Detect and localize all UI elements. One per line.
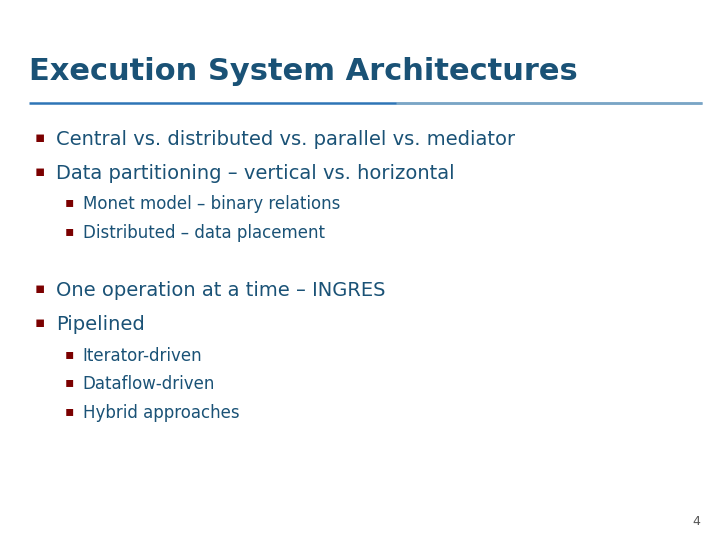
Text: Execution System Architectures: Execution System Architectures (29, 57, 577, 86)
Text: Hybrid approaches: Hybrid approaches (83, 404, 240, 422)
Text: ▪: ▪ (65, 224, 74, 238)
Text: ▪: ▪ (35, 315, 45, 330)
Text: Iterator-driven: Iterator-driven (83, 347, 202, 364)
Text: Data partitioning – vertical vs. horizontal: Data partitioning – vertical vs. horizon… (56, 164, 455, 183)
Text: ▪: ▪ (35, 164, 45, 179)
Text: ▪: ▪ (35, 281, 45, 296)
Text: ▪: ▪ (65, 347, 74, 361)
Text: Pipelined: Pipelined (56, 315, 145, 334)
Text: Monet model – binary relations: Monet model – binary relations (83, 195, 340, 213)
Text: ▪: ▪ (65, 375, 74, 389)
Text: ▪: ▪ (65, 195, 74, 210)
Text: Dataflow-driven: Dataflow-driven (83, 375, 215, 393)
Text: 4: 4 (692, 515, 700, 528)
Text: ▪: ▪ (35, 130, 45, 145)
Text: Central vs. distributed vs. parallel vs. mediator: Central vs. distributed vs. parallel vs.… (56, 130, 516, 148)
Text: ▪: ▪ (65, 404, 74, 418)
Text: Distributed – data placement: Distributed – data placement (83, 224, 325, 242)
Text: One operation at a time – INGRES: One operation at a time – INGRES (56, 281, 386, 300)
